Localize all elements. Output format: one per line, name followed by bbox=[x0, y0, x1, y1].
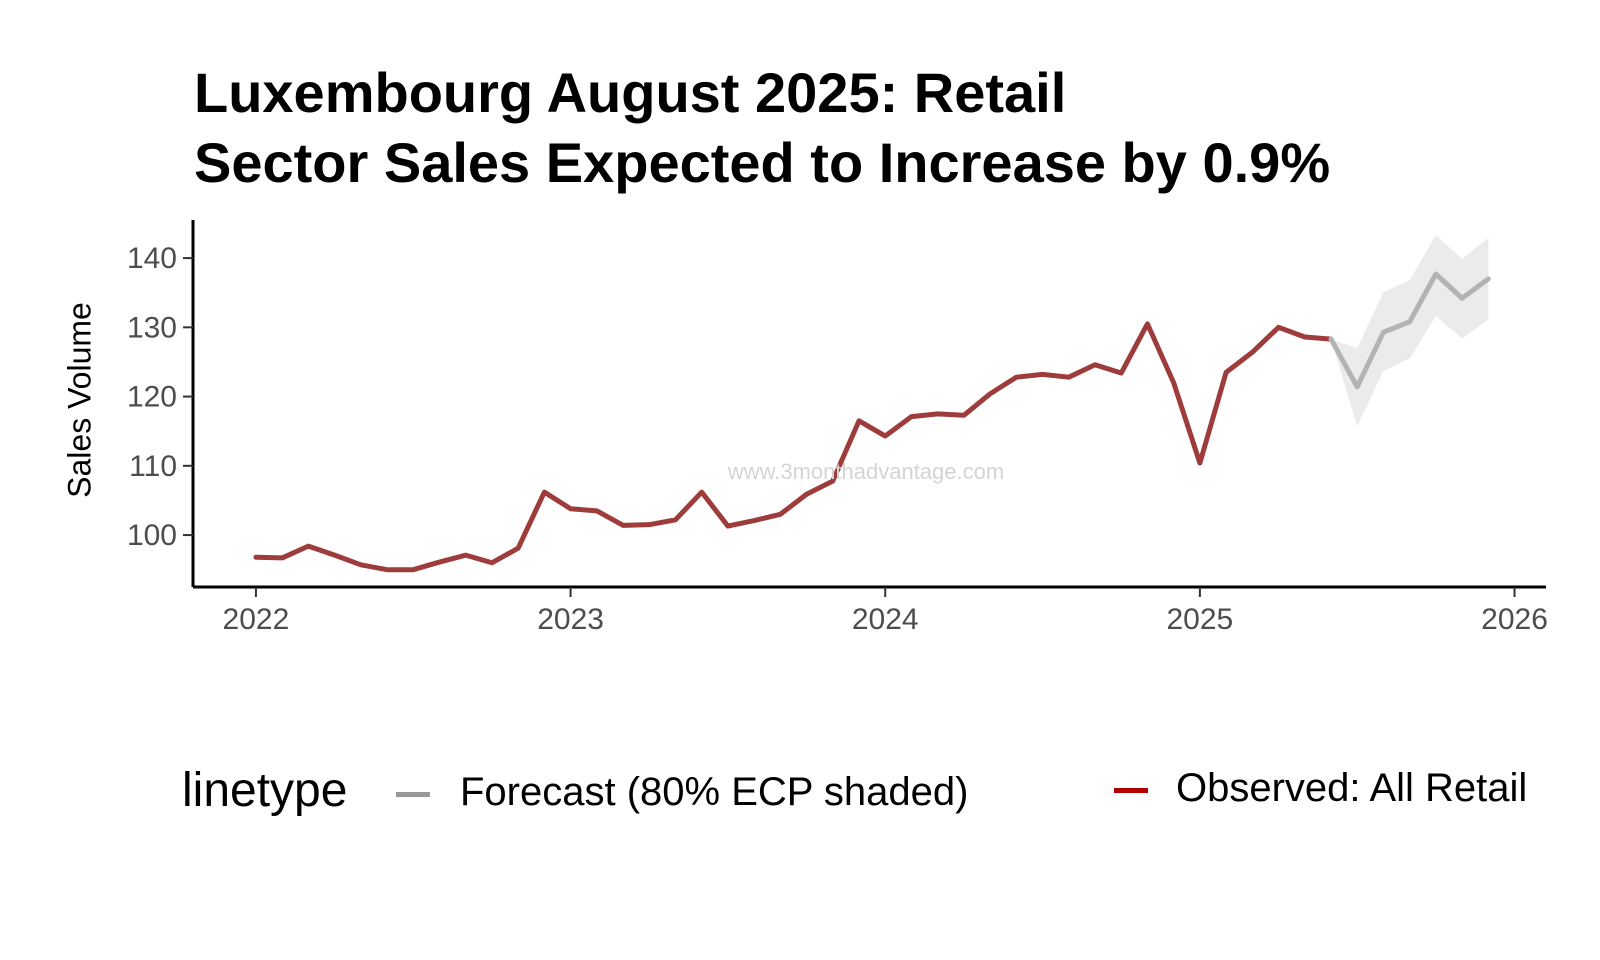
legend-key-observed bbox=[1114, 788, 1148, 793]
y-tick-label: 110 bbox=[129, 450, 177, 483]
legend-label-forecast: Forecast (80% ECP shaded) bbox=[460, 770, 969, 814]
y-tick-label: 100 bbox=[127, 519, 177, 552]
x-tick-label: 2022 bbox=[223, 603, 290, 636]
legend-key-forecast bbox=[396, 792, 430, 797]
x-tick-label: 2024 bbox=[852, 603, 919, 636]
chart-title: Luxembourg August 2025: Retail Sector Sa… bbox=[194, 58, 1330, 198]
x-tick-label: 2026 bbox=[1481, 603, 1548, 636]
watermark: www.3monthadvantage.com bbox=[727, 459, 1005, 484]
x-tick-label: 2023 bbox=[537, 603, 604, 636]
chart-title-line-1: Luxembourg August 2025: Retail bbox=[194, 61, 1067, 124]
legend-title: linetype bbox=[182, 764, 348, 817]
x-tick-label: 2025 bbox=[1167, 603, 1234, 636]
chart-title-line-2: Sector Sales Expected to Increase by 0.9… bbox=[194, 131, 1331, 194]
y-axis-label: Sales Volume bbox=[61, 302, 98, 498]
y-tick-label: 130 bbox=[127, 311, 177, 344]
y-tick-label: 120 bbox=[127, 381, 177, 414]
legend-label-observed: Observed: All Retail bbox=[1176, 766, 1528, 810]
observed-series-line bbox=[253, 321, 1334, 573]
forecast-interval-band bbox=[1330, 235, 1489, 427]
forecast-series-line bbox=[1328, 271, 1491, 390]
y-tick-label: 140 bbox=[127, 242, 177, 275]
line-chart: 100 110 120 130 140 2022 2023 2024 2025 2026 bbox=[127, 220, 1548, 636]
